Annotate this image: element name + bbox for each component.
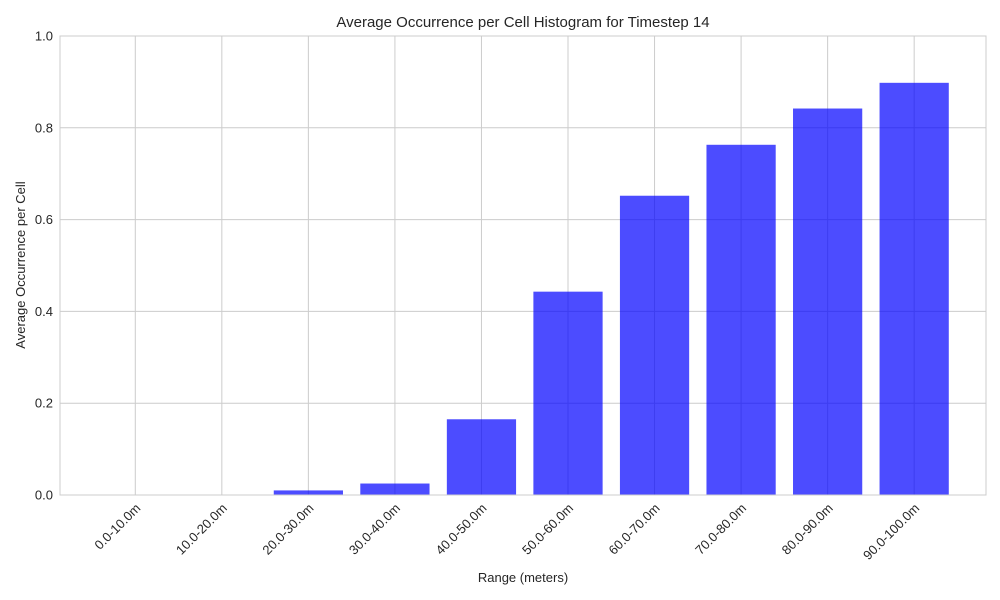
bar: [879, 82, 949, 496]
y-tick-labels: 0.0 0.2 0.4 0.6 0.8 1.0: [35, 29, 53, 503]
x-tick-label: 90.0-100.0m: [860, 501, 922, 563]
x-axis-label: Range (meters): [478, 570, 568, 585]
y-tick-label: 0.8: [35, 120, 53, 135]
bars: [273, 82, 949, 496]
x-tick-label: 30.0-40.0m: [346, 501, 403, 558]
bar: [533, 291, 603, 495]
y-tick-label: 0.4: [35, 304, 53, 319]
y-axis-label: Average Occurrence per Cell: [13, 181, 28, 349]
x-tick-label: 50.0-60.0m: [519, 501, 576, 558]
bar: [706, 144, 776, 495]
bar: [446, 419, 517, 495]
y-tick-label: 0.0: [35, 488, 53, 503]
plot-frame: [59, 35, 987, 496]
bar: [273, 490, 343, 495]
chart-title: Average Occurrence per Cell Histogram fo…: [336, 14, 709, 31]
bar: [360, 483, 430, 495]
y-tick-label: 0.2: [35, 396, 53, 411]
y-tick-label: 0.6: [35, 212, 53, 227]
bar: [619, 195, 690, 495]
x-tick-label: 40.0-50.0m: [432, 501, 489, 558]
x-tick-label: 20.0-30.0m: [259, 501, 316, 558]
bar: [793, 108, 863, 495]
x-tick-label: 10.0-20.0m: [173, 501, 230, 558]
x-tick-labels: 0.0-10.0m 10.0-20.0m 20.0-30.0m 30.0-40.0m 4…: [91, 501, 922, 563]
y-tick-label: 1.0: [35, 29, 53, 44]
x-tick-label: 0.0-10.0m: [91, 501, 143, 553]
x-tick-label: 60.0-70.0m: [606, 501, 663, 558]
x-tick-label: 80.0-90.0m: [779, 501, 836, 558]
x-tick-label: 70.0-80.0m: [692, 501, 749, 558]
